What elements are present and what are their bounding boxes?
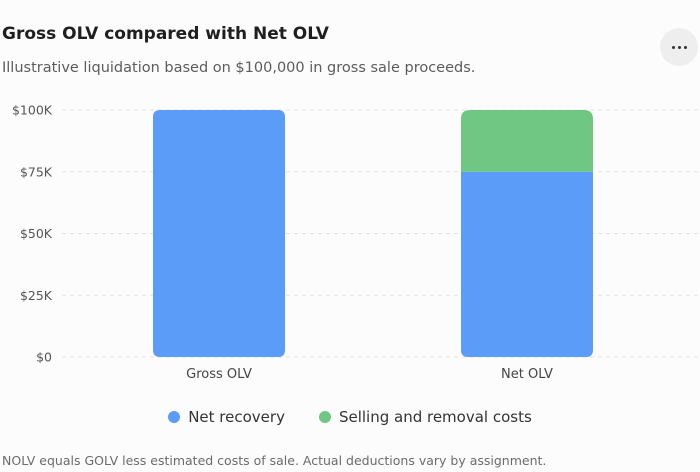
bar-net-olv-selling-and-removal-costs (461, 110, 593, 172)
chart-subtitle: Illustrative liquidation based on $100,0… (2, 60, 476, 76)
legend-swatch-net-recovery (168, 411, 181, 423)
x-tick-label: Gross OLV (186, 367, 252, 382)
x-tick-label: Net OLV (501, 367, 553, 382)
legend-item-net-recovery[interactable]: Net recovery (168, 408, 285, 426)
chart-title: Gross OLV compared with Net OLV (2, 24, 329, 44)
bars (153, 110, 593, 357)
more-horizontal-icon (671, 45, 675, 49)
footnote: NOLV equals GOLV less estimated costs of… (2, 453, 547, 468)
y-tick-label: $25K (20, 288, 53, 303)
stacked-bar-chart: $0 $25K $50K $75K $100K Gross OLV Net OLV (12, 103, 700, 382)
y-tick-label: $50K (20, 226, 53, 241)
legend-label-net-recovery: Net recovery (188, 408, 285, 426)
bar-gross-olv-net-recovery (153, 110, 285, 357)
legend-swatch-selling-removal-costs (318, 411, 331, 423)
y-tick-label: $75K (20, 164, 53, 179)
x-axis-tick-labels: Gross OLV Net OLV (186, 367, 553, 382)
legend: Net recovery Selling and removal costs (0, 408, 700, 426)
y-tick-label: $100K (12, 103, 53, 118)
y-axis-tick-labels: $0 $25K $50K $75K $100K (12, 103, 53, 365)
more-horizontal-icon-dot (677, 45, 681, 49)
y-tick-label: $0 (36, 350, 52, 365)
legend-label-selling-removal-costs: Selling and removal costs (338, 408, 532, 426)
bar-net-olv-net-recovery (461, 171, 593, 357)
more-horizontal-icon-dot (683, 45, 687, 49)
more-options-button[interactable] (660, 28, 698, 66)
legend-item-selling-removal-costs[interactable]: Selling and removal costs (318, 408, 532, 426)
